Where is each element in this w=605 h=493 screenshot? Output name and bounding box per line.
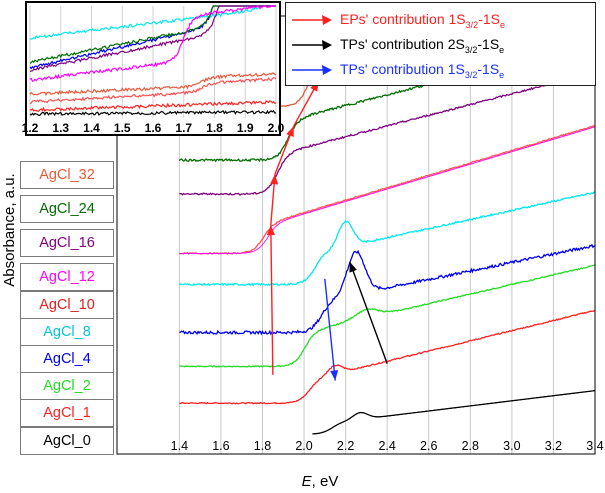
curve-agcl-12 <box>179 126 596 254</box>
tp2-arrow <box>349 261 388 364</box>
legend-row-ep: EPs' contribution 1S3/2-1Se <box>290 9 505 31</box>
curve-agcl-10 <box>179 125 596 255</box>
inset-tick-label: 1.3 <box>52 121 69 135</box>
x-tick-label: 2.4 <box>378 439 395 453</box>
arrow-head <box>330 370 339 381</box>
sample-label-agcl-24: AgCl_24 <box>20 195 114 223</box>
sample-label-agcl-16: AgCl_16 <box>20 229 114 257</box>
inset-grid <box>29 6 277 118</box>
curve-agcl-8 <box>179 191 596 287</box>
tp1-arrow <box>324 278 336 381</box>
inset-curve-agcl-8 <box>29 5 276 40</box>
annotation-legend: EPs' contribution 1S3/2-1Se TPs' contrib… <box>285 2 596 86</box>
x-tick-label: 1.4 <box>171 439 188 453</box>
curve-agcl-0 <box>312 389 596 435</box>
blue-arrow-icon <box>292 65 332 75</box>
inset-curve-agcl-10 <box>29 77 277 104</box>
sample-label-agcl-1: AgCl_1 <box>20 399 114 427</box>
x-tick-label: 2.6 <box>420 439 437 453</box>
legend-text-tp1: TPs' contribution 1S3/2-1Se <box>340 60 505 80</box>
sample-label-agcl-2: AgCl_2 <box>20 372 114 400</box>
inset-tick-label: 1.9 <box>237 121 254 135</box>
inset-tick-label: 1.4 <box>83 121 100 135</box>
inset-curve-agcl-1 <box>29 100 277 112</box>
inset-curves <box>29 5 277 117</box>
x-tick-label: 1.8 <box>254 439 271 453</box>
sample-label-agcl-12: AgCl_12 <box>20 263 114 291</box>
inset-panel: 1.2 1.3 1.4 1.5 1.6 1.7 1.8 1.9 2.0 <box>22 1 285 136</box>
legend-text-tp2: TPs' contribution 2S3/2-1Se <box>340 35 505 55</box>
red-arrow-icon <box>292 15 332 25</box>
sample-label-agcl-32: AgCl_32 <box>20 161 114 189</box>
arrow-head <box>349 261 357 273</box>
inset-tick-label: 1.8 <box>206 121 223 135</box>
arrow-head <box>266 225 275 236</box>
sample-label-agcl-0: AgCl_0 <box>20 427 114 455</box>
x-tick-label: 1.6 <box>212 439 229 453</box>
black-arrow-icon <box>292 40 332 50</box>
sample-label-agcl-8: AgCl_8 <box>20 318 114 346</box>
x-tick-label: 3.0 <box>503 439 520 453</box>
inset-tick-label: 1.2 <box>22 121 39 135</box>
inset-tick-label: 1.7 <box>175 121 192 135</box>
legend-text-ep: EPs' contribution 1S3/2-1Se <box>340 10 505 30</box>
x-tick-label: 3.2 <box>545 439 562 453</box>
transition-arrows <box>266 80 388 381</box>
x-tick-label: 2.0 <box>295 439 312 453</box>
curve-agcl-16 <box>179 71 596 196</box>
inset-tick-label: 1.5 <box>114 121 131 135</box>
x-tick-label: 2.2 <box>337 439 354 453</box>
x-tick-label: 3.4 <box>586 439 603 453</box>
curve-agcl-2 <box>179 264 596 368</box>
inset-tick-label: 1.6 <box>145 121 162 135</box>
y-axis-label: Absorbance, a.u. <box>1 173 18 286</box>
inset-curve-agcl-16 <box>29 5 276 72</box>
inset-curve-agcl-0 <box>29 109 277 117</box>
x-tick-label: 2.8 <box>462 439 479 453</box>
legend-row-tp2: TPs' contribution 2S3/2-1Se <box>290 34 504 56</box>
sample-label-agcl-10: AgCl_10 <box>20 291 114 319</box>
inset-tick-label: 2.0 <box>268 121 285 135</box>
x-axis-label: E, eV <box>302 473 339 490</box>
inset-curve-agcl-32 <box>29 72 277 97</box>
arrow-head <box>286 126 294 137</box>
curve-agcl-4 <box>179 243 596 336</box>
ep-arrow-stem <box>270 225 274 375</box>
inset-curve-agcl-12 <box>29 5 276 82</box>
curve-agcl-1 <box>178 309 596 405</box>
arrow-head <box>270 174 279 185</box>
sample-label-agcl-4: AgCl_4 <box>20 345 114 373</box>
x-tick-labels: 1.4 1.6 1.8 2.0 2.2 2.4 2.6 2.8 3.0 3.2 3.4 <box>171 439 604 453</box>
legend-row-tp1: TPs' contribution 1S3/2-1Se <box>290 59 504 81</box>
inset-tick-labels: 1.2 1.3 1.4 1.5 1.6 1.7 1.8 1.9 2.0 <box>22 121 285 135</box>
